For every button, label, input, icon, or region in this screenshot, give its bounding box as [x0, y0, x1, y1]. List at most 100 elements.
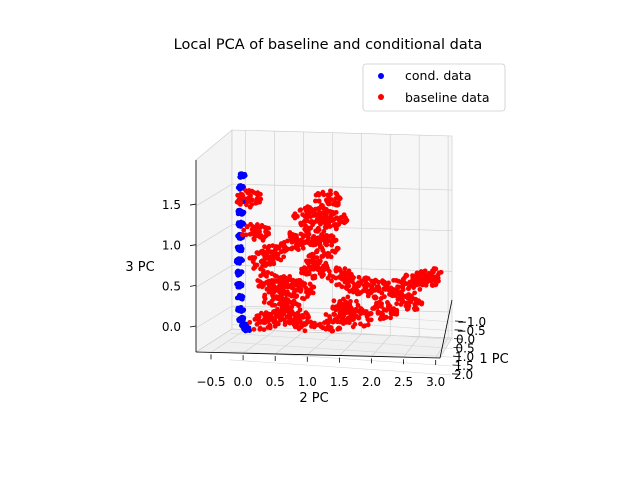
data-point: [392, 293, 398, 298]
data-point: [274, 312, 280, 318]
data-point: [295, 324, 300, 330]
data-point: [286, 313, 292, 319]
data-point: [314, 255, 320, 261]
data-point: [300, 295, 305, 301]
y-tick-label: 1.5: [330, 375, 349, 389]
data-point: [336, 282, 342, 287]
data-point: [263, 233, 269, 239]
data-point: [310, 260, 316, 266]
data-point: [372, 294, 377, 300]
z-tick-mark: [189, 244, 197, 247]
data-point: [324, 264, 330, 270]
data-point: [330, 274, 336, 280]
data-point: [276, 283, 282, 289]
data-point: [333, 304, 339, 310]
grid-line-z-rear: [231, 265, 453, 272]
data-point: [323, 312, 329, 317]
data-point: [252, 262, 258, 268]
data-point: [245, 198, 250, 203]
data-point: [345, 294, 351, 300]
data-point: [378, 310, 384, 316]
data-point: [283, 289, 289, 295]
data-point: [326, 268, 332, 274]
data-point: [369, 278, 375, 284]
data-point: [342, 266, 348, 272]
data-point: [348, 311, 353, 317]
data-point: [416, 271, 421, 277]
data-point: [237, 201, 243, 207]
data-point: [238, 209, 244, 215]
data-point: [309, 264, 315, 270]
data-point: [329, 242, 335, 248]
grid-line-z-left: [195, 224, 233, 247]
data-point: [318, 270, 324, 276]
legend-label-baseline-data: baseline data: [405, 90, 490, 105]
data-point: [300, 245, 306, 251]
data-point: [331, 319, 337, 325]
series-baseline-data: [234, 188, 444, 334]
data-point: [382, 294, 387, 300]
data-point: [361, 323, 367, 329]
data-point: [262, 312, 267, 318]
data-point: [316, 322, 321, 328]
data-point: [263, 229, 269, 235]
data-point: [330, 305, 336, 311]
data-point: [256, 251, 261, 257]
data-point: [376, 299, 382, 305]
data-point: [335, 200, 341, 206]
data-point: [254, 199, 260, 205]
data-point: [240, 193, 246, 199]
y-tick-label: 2.0: [362, 375, 381, 389]
data-point: [262, 294, 267, 300]
x-tick-label: 0.5: [456, 341, 475, 355]
data-point: [303, 233, 309, 238]
data-point: [272, 302, 278, 308]
data-point: [354, 298, 359, 304]
data-point: [313, 260, 319, 266]
data-point: [316, 236, 322, 242]
data-point: [294, 293, 300, 299]
data-point: [317, 214, 323, 220]
data-point: [300, 314, 306, 320]
data-point: [272, 318, 277, 323]
grid-line-y-floor: [242, 330, 275, 354]
data-point: [263, 263, 268, 269]
data-point: [271, 254, 277, 260]
data-point: [240, 183, 246, 189]
data-point: [239, 257, 245, 263]
data-point: [236, 222, 242, 227]
data-point: [314, 249, 320, 255]
data-point: [254, 228, 260, 234]
data-point: [321, 252, 327, 257]
data-point: [297, 316, 302, 322]
data-point: [284, 308, 290, 314]
x-tick-mark: [453, 347, 462, 349]
data-point: [257, 279, 263, 285]
data-point: [330, 238, 336, 244]
data-point: [303, 223, 308, 229]
y-tick-label: 1.0: [298, 375, 317, 389]
data-point: [391, 277, 396, 283]
data-point: [321, 234, 326, 239]
data-point: [347, 315, 353, 321]
data-point: [282, 244, 288, 249]
data-point: [410, 273, 415, 278]
data-point: [317, 242, 323, 248]
data-point: [299, 323, 305, 328]
data-point: [341, 296, 346, 302]
data-point: [412, 290, 418, 296]
data-point: [293, 239, 299, 245]
data-point: [287, 231, 293, 237]
data-point: [334, 265, 339, 271]
grid-line-z-rear: [231, 224, 453, 232]
data-point: [306, 269, 312, 275]
y-tick-label: 0.5: [266, 375, 285, 389]
data-point: [415, 300, 421, 306]
data-point: [363, 309, 369, 314]
z-tick-mark: [189, 325, 197, 328]
x-tick-label: −0.5: [457, 324, 486, 338]
data-point: [303, 310, 309, 316]
grid-line-x-floor: [230, 333, 453, 349]
data-point: [385, 299, 390, 305]
data-point: [282, 248, 287, 254]
